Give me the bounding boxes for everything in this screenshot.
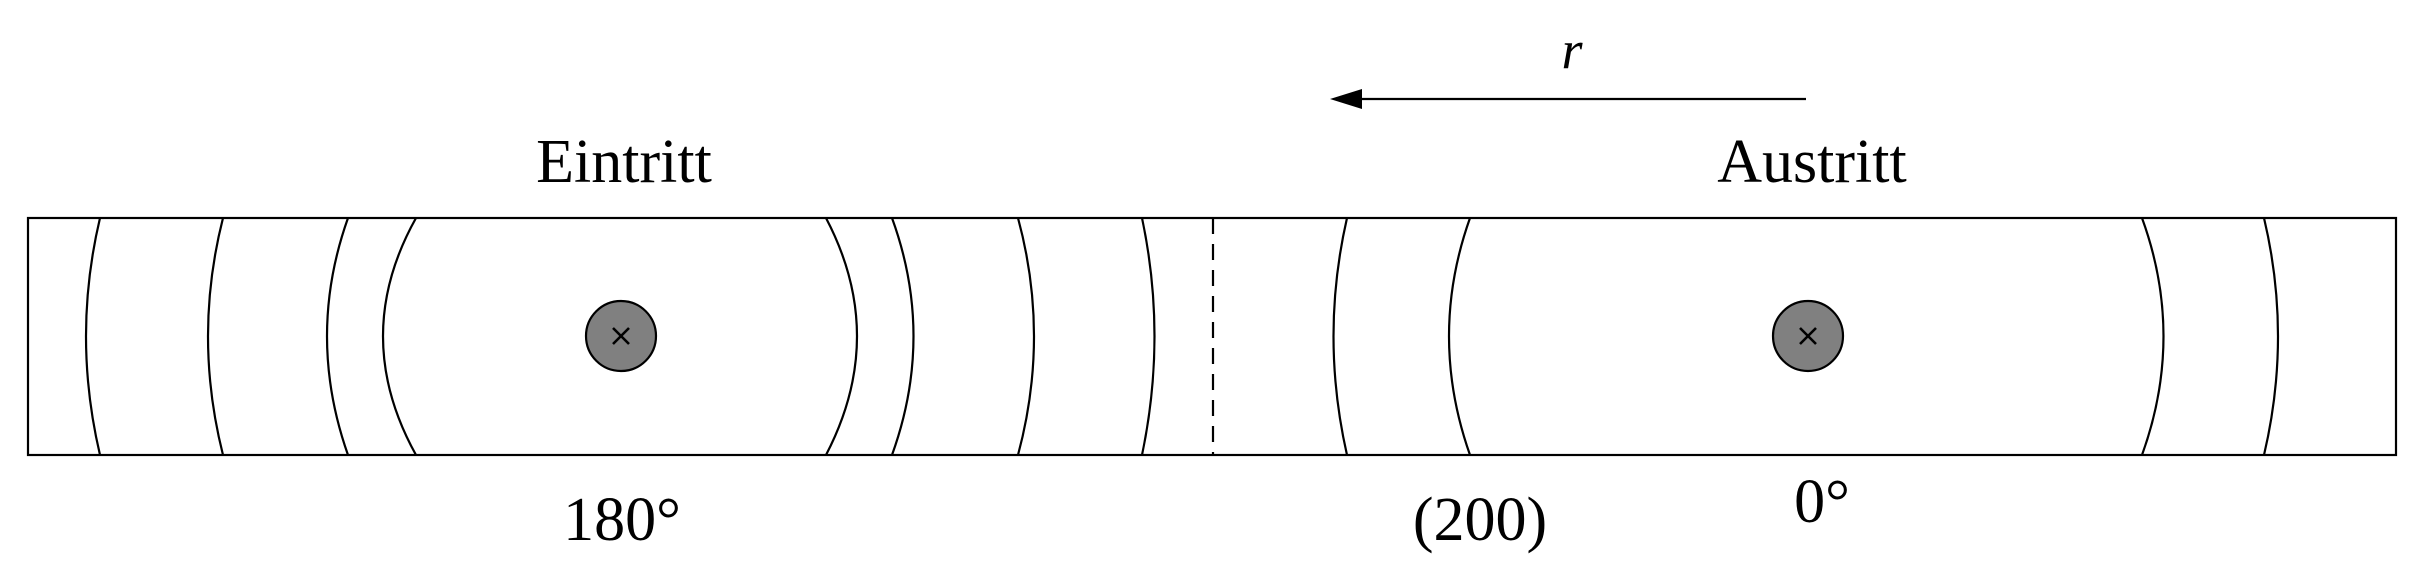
direction-label: r <box>1561 20 1583 80</box>
exit-arc-2-right <box>2140 217 2165 456</box>
entry-arc-2-left <box>206 217 225 456</box>
direction-arrow <box>1330 89 1806 109</box>
exit-arc-1-right <box>2262 217 2280 456</box>
entry-arc-3-left <box>325 217 350 456</box>
entry-label: Eintritt <box>536 128 712 196</box>
entry-arc-4-right <box>825 217 858 456</box>
entry-angle-label: 180° <box>563 486 681 554</box>
exit-beam-marker <box>1771 299 1845 373</box>
entry-beam-marker <box>584 299 658 373</box>
exit-cross-stroke-b <box>1799 327 1817 345</box>
entry-arc-1-right <box>1140 217 1156 456</box>
entry-arc-3-right <box>890 217 915 456</box>
exit-arc-1-left <box>1332 217 1349 456</box>
entry-arc-4-left <box>382 217 417 456</box>
diffraction-arcs <box>84 217 2280 456</box>
direction-arrow-head <box>1330 89 1362 109</box>
entry-arc-2-right <box>1016 217 1036 456</box>
entry-cross-stroke-b <box>612 327 630 345</box>
entry-arc-1-left <box>84 217 102 456</box>
exit-angle-label: 0° <box>1794 468 1850 536</box>
reflection-label: (200) <box>1413 486 1547 554</box>
exit-label: Austritt <box>1717 128 1906 196</box>
exit-arc-2-left <box>1447 217 1472 456</box>
